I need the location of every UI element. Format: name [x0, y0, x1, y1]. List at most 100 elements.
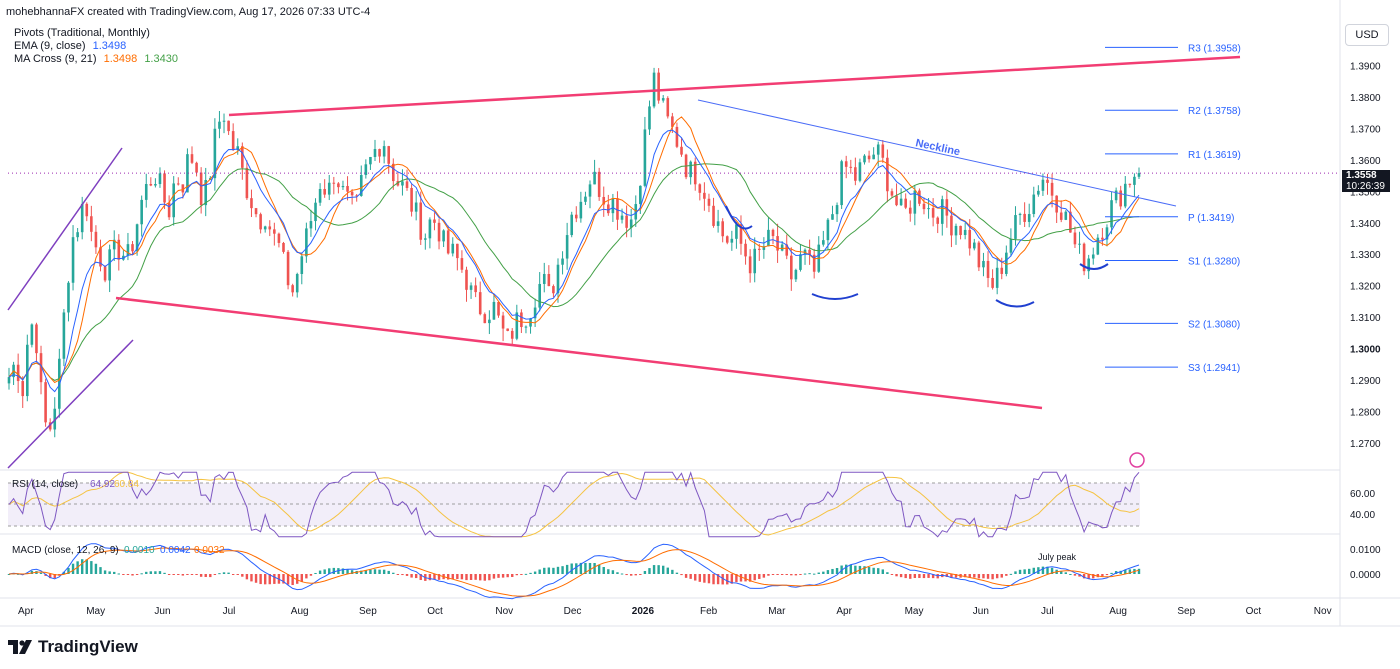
tradingview-logo[interactable]: TradingView	[8, 636, 138, 658]
macd-histogram-bar	[360, 570, 363, 574]
ma-fast-line	[8, 116, 1140, 384]
candle-body	[808, 249, 811, 255]
macd-histogram-bar	[831, 568, 834, 574]
candle-body	[259, 214, 262, 230]
candle-body	[611, 198, 615, 214]
candle-body	[286, 251, 290, 286]
candle-body	[350, 191, 354, 196]
candle-body	[886, 157, 889, 192]
pivot-level-label: R3 (1.3958)	[1188, 43, 1241, 54]
macd-histogram-bar	[199, 574, 203, 577]
candle-body	[117, 239, 121, 260]
macd-histogram-bar	[446, 574, 450, 580]
candle-body	[1073, 232, 1077, 245]
macd-histogram-bar	[950, 574, 953, 578]
macd-histogram-bar	[511, 574, 514, 577]
macd-histogram-bar	[634, 574, 637, 576]
macd-histogram-bar	[735, 574, 738, 583]
macd-histogram-bar	[780, 574, 784, 575]
macd-histogram-bar	[680, 574, 683, 576]
currency-button[interactable]: USD	[1345, 24, 1389, 46]
macd-histogram-bar	[263, 574, 267, 585]
candle-body	[90, 216, 93, 232]
candle-body	[346, 185, 349, 192]
macd-histogram-bar	[273, 574, 276, 584]
macd-histogram-bar	[103, 570, 107, 574]
macd-histogram-bar	[1137, 568, 1141, 574]
macd-histogram-bar	[666, 567, 669, 574]
macd-histogram-bar	[625, 574, 628, 576]
macd-histogram-bar	[1064, 572, 1068, 574]
candle-body	[488, 319, 491, 324]
candle-body	[771, 229, 775, 237]
pivot-level-label: R1 (1.3619)	[1188, 150, 1241, 161]
macd-histogram-bar	[543, 567, 546, 574]
candle-body	[922, 203, 926, 210]
candle-body	[204, 180, 208, 206]
macd-histogram-bar	[771, 574, 775, 575]
macd-histogram-bar	[364, 570, 368, 574]
macd-histogram-bar	[181, 574, 185, 576]
macd-histogram-bar	[973, 574, 976, 578]
macd-histogram-bar	[90, 561, 93, 574]
candle-body	[483, 314, 487, 324]
rsi-axis-tick: 60.00	[1350, 489, 1375, 500]
candle-body	[918, 190, 921, 204]
ema-legend[interactable]: EMA (9, close) 1.3498	[14, 40, 130, 52]
y-axis-tick-label: 1.3500	[1350, 187, 1381, 198]
neckline-trendline	[697, 99, 1177, 207]
candle-body	[703, 192, 706, 199]
candle-body	[753, 248, 757, 274]
pivots-legend[interactable]: Pivots (Traditional, Monthly)	[14, 27, 154, 39]
candle-body	[716, 221, 720, 226]
rsi-legend-label: RSI (14, close)	[12, 479, 78, 490]
x-axis-tick-label: Sep	[359, 606, 377, 617]
candle-body	[991, 277, 994, 288]
candle-body	[945, 199, 949, 216]
macd-histogram-bar	[286, 574, 290, 585]
candle-body	[250, 198, 253, 209]
macd-histogram-bar	[428, 574, 432, 581]
macd-histogram-bar	[140, 573, 143, 575]
candle-body	[48, 422, 52, 430]
macd-histogram-bar	[689, 574, 692, 579]
candle-body	[291, 285, 294, 293]
candle-body	[876, 144, 880, 155]
candle-body	[195, 162, 198, 173]
candle-body	[154, 184, 157, 186]
macd-histogram-bar	[1009, 573, 1013, 575]
macd-histogram-bar	[145, 571, 148, 574]
candle-body	[826, 219, 830, 241]
candle-body	[332, 182, 336, 184]
macd-histogram-bar	[1014, 571, 1017, 574]
candle-body	[1069, 211, 1072, 233]
macd-histogram-bar	[671, 569, 674, 574]
macd-histogram-bar	[250, 574, 253, 582]
candle-body	[131, 244, 134, 252]
macd-histogram-bar	[309, 574, 313, 576]
candle-body	[661, 98, 665, 101]
candle-body	[268, 226, 272, 230]
candle-body	[424, 238, 427, 240]
macd-histogram-bar	[954, 574, 958, 578]
candle-body	[314, 202, 317, 222]
macd-histogram-bar	[328, 568, 331, 574]
candle-body	[831, 214, 834, 220]
candle-body	[282, 242, 285, 252]
macd-histogram-bar	[382, 569, 386, 574]
ma-cross-legend[interactable]: MA Cross (9, 21) 1.3498 1.3430	[14, 53, 182, 65]
macd-histogram-bar	[899, 574, 903, 578]
macd-histogram-bar	[712, 574, 715, 585]
candle-body	[501, 315, 505, 329]
macd-histogram-bar	[373, 569, 377, 574]
macd-histogram-bar	[268, 574, 271, 585]
candle-body	[643, 129, 647, 186]
macd-histogram-bar	[218, 573, 221, 575]
candle-body	[213, 128, 217, 179]
rsi-ma-line	[8, 471, 1140, 538]
candle-body	[323, 188, 326, 195]
candle-body	[607, 204, 610, 214]
candle-body	[593, 171, 596, 185]
macd-histogram-bar	[186, 574, 189, 575]
macd-histogram-bar	[1101, 574, 1104, 577]
